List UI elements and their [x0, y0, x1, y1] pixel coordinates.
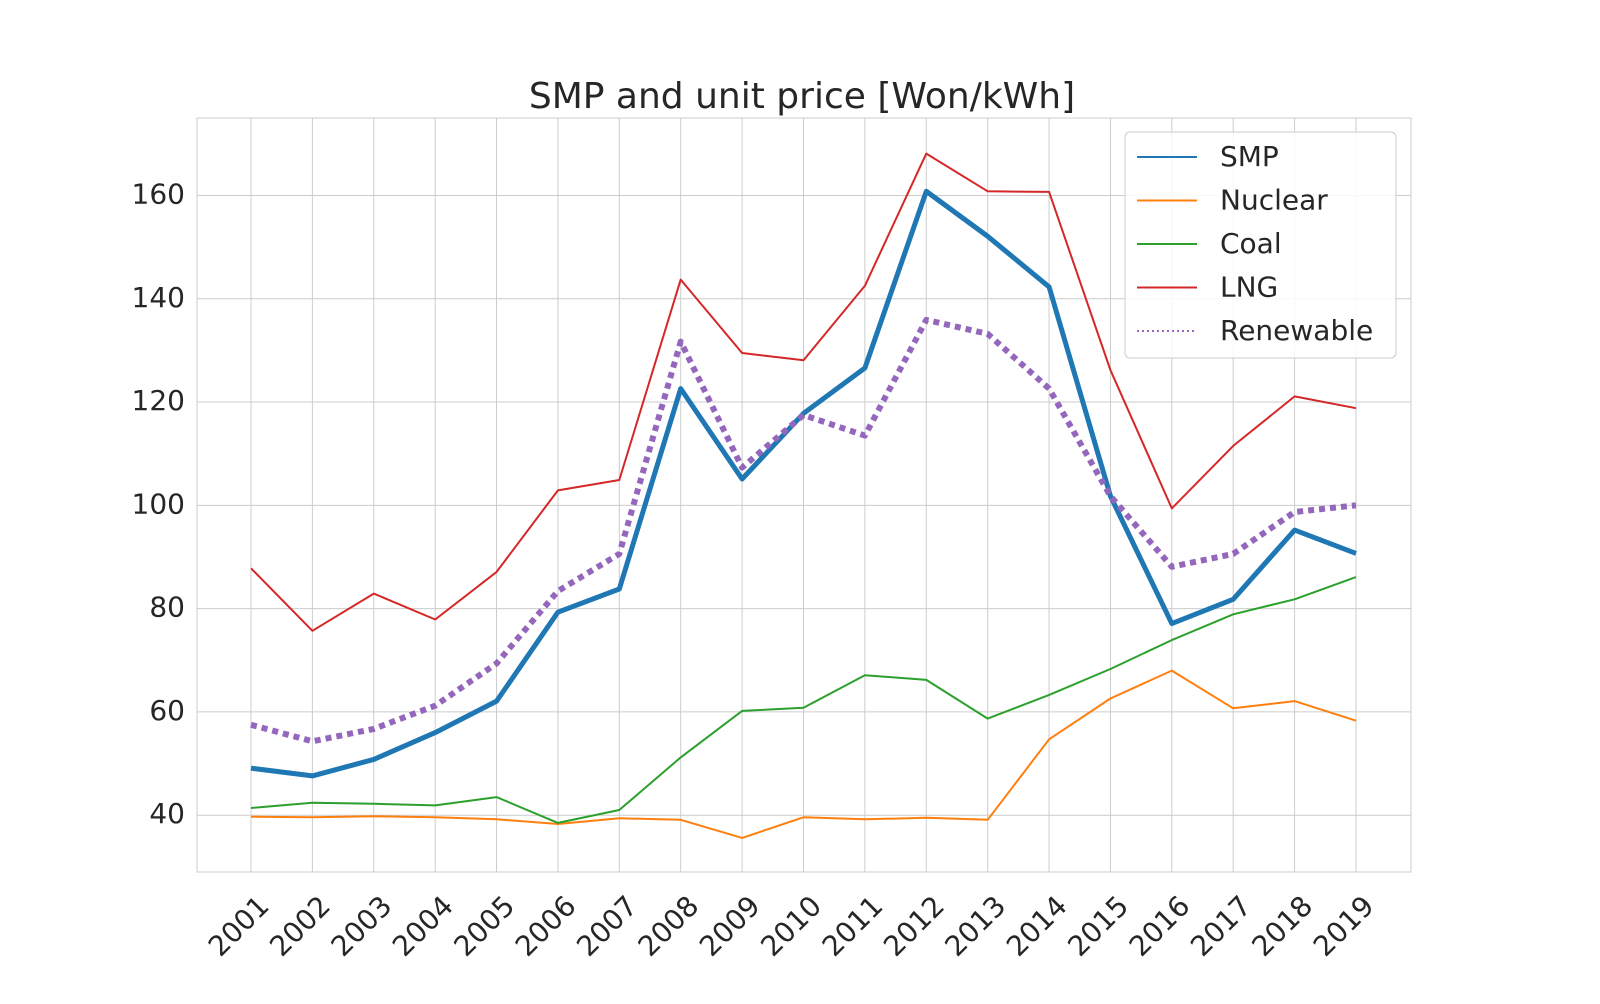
- legend-label-coal: Coal: [1220, 227, 1282, 260]
- y-tick-label: 140: [132, 281, 185, 314]
- legend-label-nuclear: Nuclear: [1220, 184, 1328, 217]
- legend-box: [1124, 131, 1397, 359]
- series-line-nuclear: [250, 669, 1357, 839]
- series-line-lng: [250, 152, 1357, 632]
- y-tick-label: 40: [149, 797, 185, 830]
- y-tick-label: 60: [149, 694, 185, 727]
- chart-title: SMP and unit price [Won/kWh]: [529, 76, 1075, 117]
- legend-label-lng: LNG: [1220, 271, 1278, 304]
- legend-label-smp: SMP: [1220, 140, 1279, 173]
- plot-frame: [196, 117, 1412, 873]
- series-lines: [250, 152, 1357, 839]
- series-line-renewable: [250, 316, 1357, 745]
- y-tick-label: 160: [132, 177, 185, 210]
- series-line-smp: [250, 188, 1357, 779]
- legend-label-renewable: Renewable: [1220, 314, 1373, 347]
- legend: SMP Nuclear Coal LNG Renewable: [1124, 131, 1397, 359]
- y-tick-label: 100: [132, 487, 185, 520]
- series-line-coal: [250, 576, 1357, 824]
- y-tick-label: 120: [132, 384, 185, 417]
- y-tick-label: 80: [149, 591, 185, 624]
